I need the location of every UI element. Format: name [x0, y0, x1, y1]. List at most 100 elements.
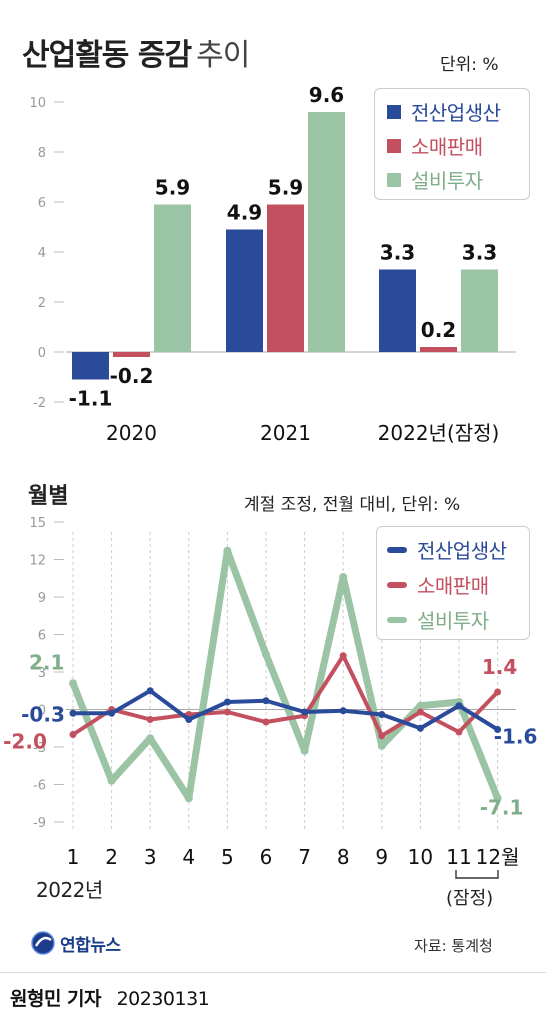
x-tick-label: 12월	[476, 845, 520, 869]
data-point	[262, 697, 270, 705]
credit-date: 20230131	[116, 988, 210, 1010]
x-caption-year: 2022년	[36, 878, 103, 902]
bar	[379, 269, 416, 352]
y-tick-label: 0	[38, 346, 46, 361]
line-legend-item-sales: 소매판매	[387, 570, 489, 599]
line-legend-swatch-sales	[387, 581, 407, 588]
data-point	[339, 573, 348, 581]
data-point	[339, 652, 347, 660]
data-point	[146, 687, 154, 695]
legend-item-production: 전산업생산	[387, 97, 501, 126]
data-point	[108, 709, 116, 717]
bar-value-label: -0.2	[110, 364, 154, 388]
data-point	[262, 718, 270, 726]
brand-name: 연합뉴스	[60, 935, 121, 956]
x-tick-label: 2	[105, 845, 118, 869]
monthly-section-title: 월별	[28, 484, 69, 509]
brand-logo: 연합뉴스	[30, 930, 121, 956]
data-point	[455, 702, 463, 710]
y-tick-label: 0	[38, 704, 46, 719]
title-bold: 산업활동 증감	[22, 38, 192, 73]
legend-label-sales: 소매판매	[411, 135, 483, 159]
y-tick-label: -9	[33, 816, 46, 831]
legend-swatch-investment	[387, 172, 401, 187]
x-category-label: 2020	[106, 421, 157, 445]
x-caption-prelim: (잠정)	[446, 888, 494, 909]
data-point	[107, 776, 116, 785]
x-tick-label: 7	[298, 845, 311, 869]
yonhap-logo-icon	[31, 931, 55, 955]
data-point	[146, 716, 154, 723]
data-point	[378, 732, 386, 740]
x-category-label: 2022년(잠정)	[378, 421, 500, 445]
footer-divider	[0, 972, 546, 973]
bar	[226, 229, 263, 352]
x-category-label: 2021	[260, 421, 311, 445]
x-tick-label: 11	[446, 845, 471, 869]
y-tick-label: -3	[33, 741, 46, 756]
legend-label-production: 전산업생산	[411, 101, 501, 125]
y-tick-label: 12	[29, 554, 46, 569]
data-point	[455, 728, 463, 736]
x-tick-label: 3	[144, 845, 157, 869]
data-point	[494, 688, 502, 696]
data-point	[69, 731, 77, 738]
data-point	[493, 794, 502, 803]
bar-value-label: 3.3	[380, 241, 415, 265]
bar-value-label: 5.9	[268, 176, 303, 200]
y-tick-label: 2	[38, 296, 46, 311]
data-point	[416, 724, 424, 732]
unit-label: 단위: %	[440, 55, 499, 75]
bar	[267, 204, 304, 352]
y-tick-label: 6	[38, 196, 46, 211]
title-light: 추이	[196, 38, 250, 73]
data-point	[184, 794, 193, 803]
first-value-label: 2.1	[29, 650, 64, 674]
line-legend-swatch-investment	[387, 616, 407, 623]
x-tick-label: 9	[375, 845, 388, 869]
series-line	[71, 653, 500, 738]
data-point	[300, 746, 309, 755]
last-value-label: 1.4	[482, 655, 517, 679]
data-point	[146, 734, 155, 743]
y-tick-label: -6	[33, 779, 46, 794]
line-legend: 전산업생산 소매판매 설비투자	[376, 526, 530, 640]
data-point	[223, 546, 232, 555]
first-value-label: -2.0	[3, 730, 47, 754]
legend-swatch-production	[387, 104, 401, 119]
first-value-label: -0.3	[21, 702, 65, 726]
data-point	[185, 716, 193, 723]
x-tick-label: 1	[67, 845, 80, 869]
bar	[72, 352, 109, 380]
source-label: 자료: 통계청	[414, 937, 493, 955]
bar-value-label: 9.6	[309, 83, 344, 107]
data-point	[223, 708, 231, 716]
data-point	[69, 679, 77, 688]
line-legend-item-production: 전산업생산	[387, 535, 507, 564]
y-tick-label: 9	[38, 591, 46, 606]
x-tick-label: 8	[337, 845, 350, 869]
bar	[461, 269, 498, 352]
x-tick-label: 6	[260, 845, 273, 869]
series-line	[69, 547, 502, 802]
legend-item-investment: 설비투자	[387, 165, 483, 194]
y-tick-label: 3	[38, 666, 46, 681]
x-tick-label: 10	[408, 845, 433, 869]
bar-legend: 전산업생산 소매판매 설비투자	[374, 88, 530, 200]
bar-value-label: 0.2	[421, 318, 456, 342]
bar-value-label: -1.1	[69, 387, 113, 411]
data-point	[262, 650, 270, 659]
bar	[154, 204, 191, 352]
last-value-label: -1.6	[494, 725, 538, 749]
bar-value-label: 3.3	[462, 241, 497, 265]
y-tick-label: 6	[38, 629, 46, 644]
data-point	[377, 741, 386, 750]
line-legend-label-investment: 설비투자	[417, 609, 489, 633]
series-line	[71, 688, 500, 732]
legend-swatch-sales	[387, 138, 401, 153]
data-point	[416, 701, 425, 710]
prelim-bracket	[455, 870, 499, 879]
bar-value-label: 5.9	[155, 176, 190, 200]
reporter-credit: 원형민 기자 20230131	[10, 984, 210, 1011]
y-tick-label: 4	[38, 246, 46, 261]
